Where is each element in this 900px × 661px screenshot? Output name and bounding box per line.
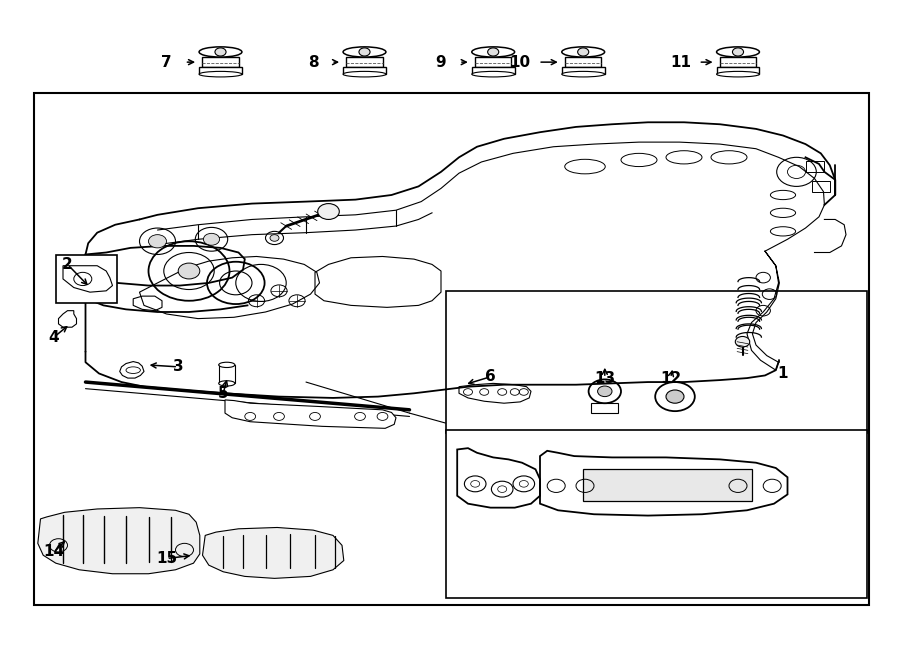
Bar xyxy=(446,430,867,598)
Bar xyxy=(583,469,752,501)
Circle shape xyxy=(666,390,684,403)
Circle shape xyxy=(733,48,743,56)
Ellipse shape xyxy=(219,381,235,386)
Text: 1: 1 xyxy=(778,366,788,381)
Text: 9: 9 xyxy=(436,55,446,69)
Polygon shape xyxy=(565,57,601,67)
Ellipse shape xyxy=(716,71,760,77)
Polygon shape xyxy=(199,67,242,74)
Polygon shape xyxy=(202,527,344,578)
Bar xyxy=(806,161,824,172)
Text: 12: 12 xyxy=(660,371,681,385)
Circle shape xyxy=(203,233,220,245)
Text: 13: 13 xyxy=(594,371,616,385)
Text: 10: 10 xyxy=(509,55,531,69)
Text: 11: 11 xyxy=(670,55,691,69)
Text: 5: 5 xyxy=(218,386,229,401)
Polygon shape xyxy=(120,362,144,378)
Text: 15: 15 xyxy=(156,551,177,566)
Ellipse shape xyxy=(343,47,386,57)
Polygon shape xyxy=(475,57,511,67)
Circle shape xyxy=(270,235,279,241)
Circle shape xyxy=(598,386,612,397)
Circle shape xyxy=(148,235,166,248)
Text: 14: 14 xyxy=(43,545,65,559)
Polygon shape xyxy=(472,67,515,74)
Circle shape xyxy=(578,48,589,56)
Circle shape xyxy=(318,204,339,219)
Polygon shape xyxy=(219,365,235,383)
Polygon shape xyxy=(562,67,605,74)
Text: 8: 8 xyxy=(308,55,319,69)
Ellipse shape xyxy=(716,47,760,57)
Bar xyxy=(446,291,867,433)
Polygon shape xyxy=(38,508,200,574)
Ellipse shape xyxy=(562,71,605,77)
Ellipse shape xyxy=(562,47,605,57)
Ellipse shape xyxy=(343,71,386,77)
Circle shape xyxy=(178,263,200,279)
Circle shape xyxy=(488,48,499,56)
Ellipse shape xyxy=(199,47,242,57)
Text: 6: 6 xyxy=(485,369,496,384)
Polygon shape xyxy=(591,403,618,413)
Text: 2: 2 xyxy=(62,257,73,272)
Bar xyxy=(56,255,117,303)
Polygon shape xyxy=(225,400,396,428)
Polygon shape xyxy=(716,67,760,74)
Polygon shape xyxy=(343,67,386,74)
Bar xyxy=(34,93,869,605)
Polygon shape xyxy=(720,57,756,67)
Ellipse shape xyxy=(472,47,515,57)
Polygon shape xyxy=(202,57,238,67)
Ellipse shape xyxy=(199,71,242,77)
Circle shape xyxy=(215,48,226,56)
Ellipse shape xyxy=(472,71,515,77)
Text: 7: 7 xyxy=(161,55,172,69)
Text: 3: 3 xyxy=(173,360,184,374)
Circle shape xyxy=(359,48,370,56)
Circle shape xyxy=(735,336,750,347)
Text: 4: 4 xyxy=(49,330,59,344)
Ellipse shape xyxy=(219,362,235,368)
Polygon shape xyxy=(346,57,382,67)
Bar xyxy=(812,181,830,192)
